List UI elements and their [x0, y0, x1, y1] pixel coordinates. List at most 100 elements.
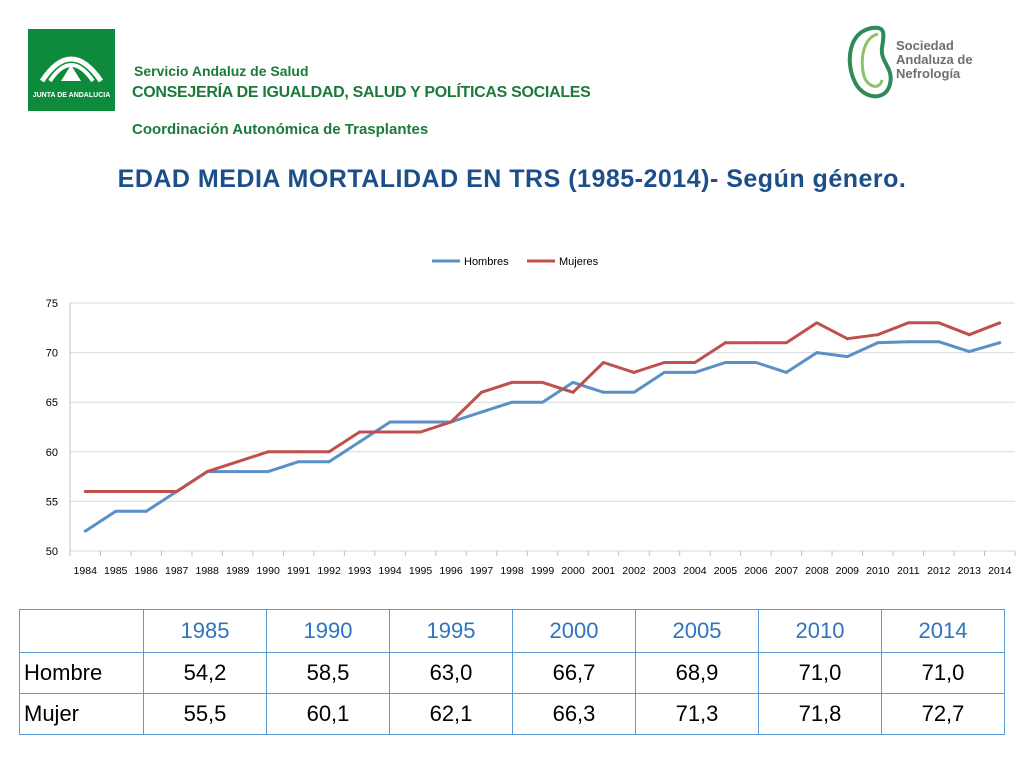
- table-cell: 72,7: [881, 693, 1005, 735]
- x-tick-label: 2007: [775, 565, 799, 577]
- org-line-2: CONSEJERÍA DE IGUALDAD, SALUD Y POLÍTICA…: [132, 84, 591, 101]
- table-cell: 71,0: [758, 652, 882, 694]
- data-point-mujeres: [723, 341, 727, 345]
- data-point-mujeres: [601, 361, 605, 365]
- table-corner-cell: [19, 609, 144, 653]
- data-point-hombres: [998, 341, 1002, 345]
- table-cell: 68,9: [635, 652, 759, 694]
- data-point-hombres: [723, 361, 727, 365]
- logo-left-text: JUNTA DE ANDALUCIA: [33, 92, 111, 99]
- x-tick-label: 1999: [531, 565, 555, 577]
- data-point-hombres: [876, 341, 880, 345]
- table-year-cell: 2014: [881, 609, 1005, 653]
- data-point-mujeres: [327, 450, 331, 454]
- data-point-mujeres: [906, 321, 910, 325]
- y-tick-label: 60: [46, 447, 58, 459]
- x-tick-label: 2006: [744, 565, 768, 577]
- x-tick-label: 1990: [256, 565, 280, 577]
- data-point-mujeres: [662, 361, 666, 365]
- data-point-mujeres: [845, 337, 849, 341]
- y-tick-label: 65: [46, 397, 58, 409]
- data-point-hombres: [937, 340, 941, 344]
- data-point-mujeres: [998, 321, 1002, 325]
- data-point-hombres: [784, 370, 788, 374]
- data-point-hombres: [693, 370, 697, 374]
- data-point-mujeres: [815, 321, 819, 325]
- x-tick-label: 2005: [714, 565, 738, 577]
- data-point-mujeres: [144, 489, 148, 493]
- data-point-hombres: [754, 361, 758, 365]
- table-cell: 71,3: [635, 693, 759, 735]
- x-tick-label: 1987: [165, 565, 189, 577]
- data-point-mujeres: [784, 341, 788, 345]
- table-header-row: 1985 1990 1995 2000 2005 2010 2014: [19, 609, 1005, 653]
- table-year-cell: 1995: [389, 609, 513, 653]
- table-row: Mujer 55,5 60,1 62,1 66,3 71,3 71,8 72,7: [19, 693, 1005, 735]
- table-cell: 66,7: [512, 652, 636, 694]
- data-point-mujeres: [266, 450, 270, 454]
- junta-andalucia-logo: JUNTA DE ANDALUCIA: [28, 29, 115, 111]
- table-cell: 62,1: [389, 693, 513, 735]
- data-point-hombres: [480, 410, 484, 414]
- data-point-hombres: [266, 470, 270, 474]
- data-point-mujeres: [876, 333, 880, 337]
- x-tick-label: 1993: [348, 565, 372, 577]
- sociedad-nefrologia-logo: [847, 25, 893, 99]
- data-point-hombres: [419, 420, 423, 424]
- x-tick-label: 2013: [958, 565, 982, 577]
- data-point-mujeres: [571, 390, 575, 394]
- x-tick-label: 1989: [226, 565, 250, 577]
- data-point-mujeres: [419, 430, 423, 434]
- data-point-mujeres: [236, 460, 240, 464]
- x-tick-label: 1988: [195, 565, 219, 577]
- data-point-mujeres: [297, 450, 301, 454]
- data-point-mujeres: [693, 361, 697, 365]
- data-point-mujeres: [388, 430, 392, 434]
- x-tick-label: 1994: [378, 565, 402, 577]
- table-year-cell: 2000: [512, 609, 636, 653]
- x-tick-label: 2011: [897, 565, 920, 577]
- data-point-hombres: [144, 509, 148, 513]
- data-point-hombres: [845, 355, 849, 359]
- legend-label: Mujeres: [559, 256, 599, 268]
- x-tick-label: 1984: [74, 565, 98, 577]
- data-point-hombres: [388, 420, 392, 424]
- x-tick-label: 2010: [866, 565, 890, 577]
- page-title: EDAD MEDIA MORTALIDAD EN TRS (1985-2014)…: [117, 165, 907, 193]
- table-cell: 58,5: [266, 652, 390, 694]
- data-table: 1985 1990 1995 2000 2005 2010 2014 Hombr…: [19, 609, 1005, 735]
- x-tick-label: 2003: [653, 565, 677, 577]
- table-year-cell: 2010: [758, 609, 882, 653]
- x-tick-label: 1985: [104, 565, 128, 577]
- legend-label: Hombres: [464, 256, 509, 268]
- table-row-label: Mujer: [19, 693, 144, 735]
- x-tick-label: 2004: [683, 565, 707, 577]
- data-point-hombres: [327, 460, 331, 464]
- data-point-mujeres: [175, 489, 179, 493]
- data-point-hombres: [967, 350, 971, 354]
- y-tick-label: 75: [46, 298, 58, 310]
- logo-right-line-1: Sociedad: [896, 38, 954, 53]
- x-tick-label: 1995: [409, 565, 433, 577]
- logo-right-line-3: Nefrología: [896, 66, 961, 81]
- x-tick-label: 2002: [622, 565, 646, 577]
- data-point-hombres: [236, 470, 240, 474]
- x-tick-label: 1997: [470, 565, 494, 577]
- data-point-hombres: [601, 390, 605, 394]
- x-tick-label: 1991: [287, 565, 311, 577]
- data-point-mujeres: [449, 420, 453, 424]
- x-tick-label: 2009: [836, 565, 860, 577]
- data-point-mujeres: [114, 489, 118, 493]
- data-point-hombres: [662, 370, 666, 374]
- x-tick-label: 1998: [500, 565, 524, 577]
- x-tick-label: 1996: [439, 565, 463, 577]
- data-point-mujeres: [967, 333, 971, 337]
- table-cell: 60,1: [266, 693, 390, 735]
- table-cell: 71,0: [881, 652, 1005, 694]
- x-tick-label: 2001: [592, 565, 616, 577]
- data-point-hombres: [906, 340, 910, 344]
- data-point-hombres: [815, 351, 819, 355]
- table-cell: 66,3: [512, 693, 636, 735]
- logo-right-line-2: Andaluza de: [896, 52, 973, 67]
- data-point-hombres: [510, 400, 514, 404]
